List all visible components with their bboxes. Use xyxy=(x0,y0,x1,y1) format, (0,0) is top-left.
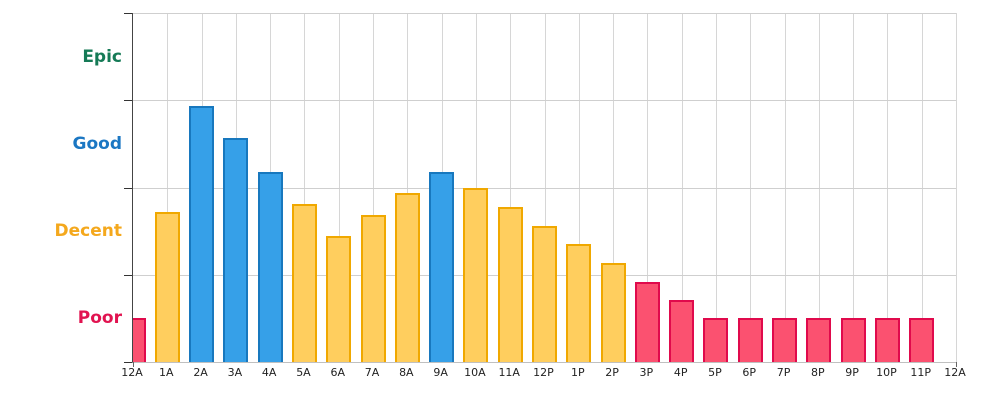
x-axis-label-11A-11: 11A xyxy=(498,366,520,379)
x-axis-tick xyxy=(133,362,134,367)
h-gridline xyxy=(133,187,956,189)
bar-9A[interactable] xyxy=(429,171,455,362)
bar-12P[interactable] xyxy=(532,225,557,362)
x-axis-label-12A-24: 12A xyxy=(944,366,966,379)
bar-4P[interactable] xyxy=(669,300,695,362)
bar-9P[interactable] xyxy=(840,318,866,362)
x-axis-label-2A-2: 2A xyxy=(193,366,208,379)
x-axis-label-8A-8: 8A xyxy=(399,366,414,379)
bar-6A[interactable] xyxy=(326,236,352,362)
x-axis-label-3P-15: 3P xyxy=(639,366,654,379)
x-axis-label-6P-18: 6P xyxy=(742,366,757,379)
bar-5A[interactable] xyxy=(291,204,317,362)
v-gridline xyxy=(956,13,957,362)
bar-3P[interactable] xyxy=(634,281,660,362)
x-axis-label-10A-10: 10A xyxy=(464,366,486,379)
y-axis-tick xyxy=(124,13,132,14)
x-axis-label-9P-21: 9P xyxy=(845,366,859,379)
bar-1A[interactable] xyxy=(154,211,180,362)
x-axis-label-5A-5: 5A xyxy=(296,366,311,379)
bar-11P[interactable] xyxy=(909,318,935,362)
bar-6P[interactable] xyxy=(737,318,763,362)
x-axis-label-3A-3: 3A xyxy=(227,366,243,379)
x-axis-label-5P-17: 5P xyxy=(708,366,722,379)
x-axis-label-10P-22: 10P xyxy=(876,366,897,379)
bar-10A[interactable] xyxy=(463,188,489,362)
h-gridline xyxy=(133,13,956,14)
band-label-epic: Epic xyxy=(82,46,122,67)
x-axis-label-8P-20: 8P xyxy=(811,366,825,379)
x-axis-label-12P-12: 12P xyxy=(533,366,554,379)
x-axis-label-1A-1: 1A xyxy=(159,366,174,379)
x-axis-label-4A-4: 4A xyxy=(261,366,277,379)
x-axis-label-12A-0: 12A xyxy=(121,366,143,379)
x-axis-tick xyxy=(956,362,957,367)
bar-10P[interactable] xyxy=(874,318,900,362)
band-label-decent: Decent xyxy=(54,221,122,242)
bar-8A[interactable] xyxy=(394,192,420,362)
x-axis-label-7P-19: 7P xyxy=(776,366,791,379)
h-gridline xyxy=(133,100,956,102)
x-axis-label-4P-16: 4P xyxy=(673,366,688,379)
bar-12A[interactable] xyxy=(133,318,146,362)
x-axis-label-7A-7: 7A xyxy=(364,366,380,379)
bar-1P[interactable] xyxy=(566,244,592,362)
bar-2P[interactable] xyxy=(600,263,626,362)
y-axis-tick xyxy=(124,274,132,276)
bar-7A[interactable] xyxy=(360,215,386,362)
x-axis-label-6A-6: 6A xyxy=(330,366,346,379)
x-axis-label-9A-9: 9A xyxy=(433,366,448,379)
band-label-poor: Poor xyxy=(77,308,122,329)
bar-2A[interactable] xyxy=(189,106,215,362)
bar-11A[interactable] xyxy=(497,206,523,362)
x-axis-label-1P-13: 1P xyxy=(570,366,585,379)
y-axis-tick xyxy=(124,100,132,102)
bar-4A[interactable] xyxy=(257,171,283,362)
y-axis-tick xyxy=(124,187,132,189)
x-axis-labels: 12A 1A 2A 3A 4A 5A 6A 7A 8A 9A 10A 11A 12P 1P 2P 3P 4P 5P… xyxy=(121,366,966,382)
y-axis-labels: Poor Decent Good Epic xyxy=(0,13,132,362)
plot-area xyxy=(124,13,957,367)
bar-7P[interactable] xyxy=(772,318,798,362)
x-axis-label-2P-14: 2P xyxy=(605,366,619,379)
bar-5P[interactable] xyxy=(703,318,729,362)
bar-8P[interactable] xyxy=(806,318,832,362)
x-axis-label-11P-23: 11P xyxy=(910,366,932,379)
band-label-good: Good xyxy=(72,133,122,154)
y-axis-tick xyxy=(124,362,132,363)
bar-3A[interactable] xyxy=(223,137,249,362)
